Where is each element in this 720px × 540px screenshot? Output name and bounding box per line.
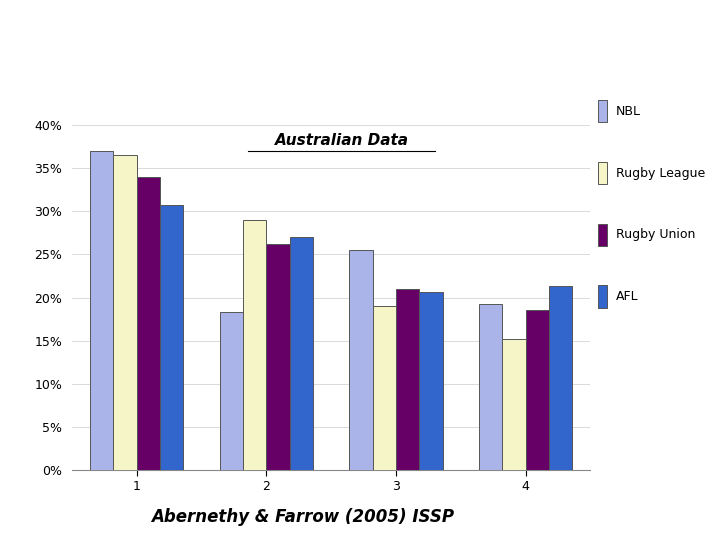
FancyBboxPatch shape xyxy=(598,100,608,123)
Bar xyxy=(526,310,549,470)
Text: Abernethy & Farrow (2005) ISSP: Abernethy & Farrow (2005) ISSP xyxy=(151,509,454,526)
Bar xyxy=(349,250,373,470)
Bar xyxy=(137,177,160,470)
Text: Relative Age Effects In Sports: Relative Age Effects In Sports xyxy=(84,31,636,66)
Text: Rugby Union: Rugby Union xyxy=(616,228,696,241)
Bar xyxy=(114,156,137,470)
Text: Rugby League: Rugby League xyxy=(616,166,705,179)
Bar xyxy=(160,205,184,470)
Text: Australian Data: Australian Data xyxy=(274,133,408,148)
Bar xyxy=(396,289,419,470)
Bar xyxy=(373,306,396,470)
FancyBboxPatch shape xyxy=(598,224,608,246)
Bar xyxy=(266,244,289,470)
Bar xyxy=(90,151,114,470)
Bar xyxy=(289,237,313,470)
Bar xyxy=(243,220,266,470)
Bar xyxy=(220,312,243,470)
Bar xyxy=(503,339,526,470)
Bar xyxy=(549,286,572,470)
Bar xyxy=(479,303,503,470)
Bar xyxy=(419,292,443,470)
Text: AFL: AFL xyxy=(616,290,639,303)
FancyBboxPatch shape xyxy=(598,285,608,308)
Text: NBL: NBL xyxy=(616,105,641,118)
FancyBboxPatch shape xyxy=(598,162,608,184)
